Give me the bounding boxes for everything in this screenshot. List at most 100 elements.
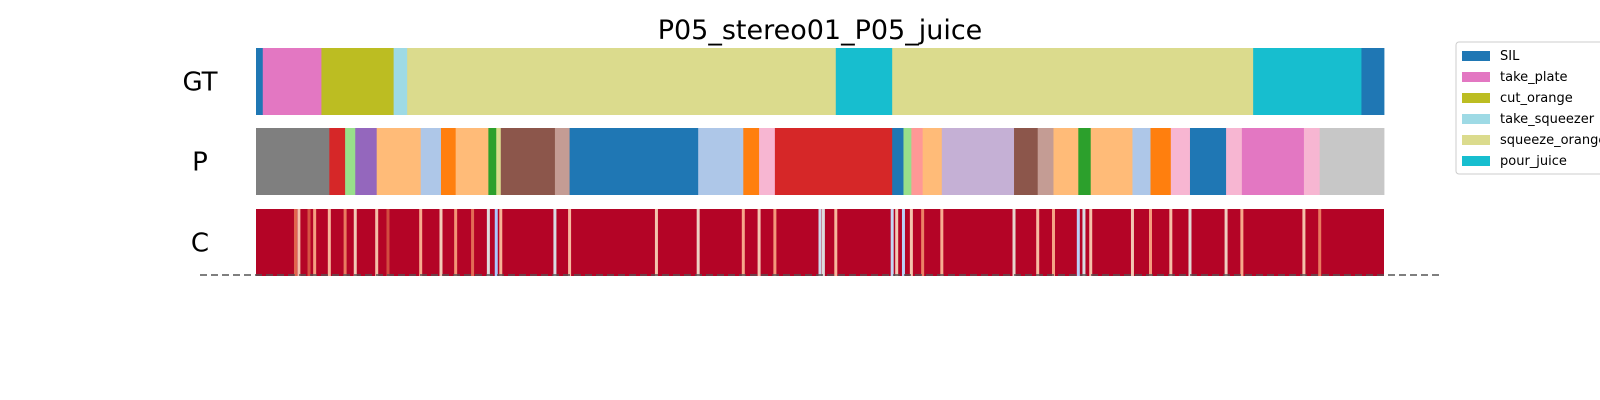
segment-gt-6 xyxy=(892,48,1254,115)
segment-p-32 xyxy=(1241,128,1305,195)
confidence-stripe-1 xyxy=(297,209,301,276)
confidence-stripe-15 xyxy=(499,209,503,276)
legend-entry-4: squeeze_orange xyxy=(1462,133,1600,148)
confidence-stripe-3 xyxy=(313,209,317,276)
confidence-stripe-9 xyxy=(419,209,423,276)
confidence-stripe-24 xyxy=(821,209,825,276)
confidence-stripe-10 xyxy=(439,209,443,276)
legend-swatch-3 xyxy=(1462,114,1490,124)
segment-p-1 xyxy=(329,128,346,195)
legend-entry-5: pour_juice xyxy=(1462,154,1567,169)
confidence-stripe-6 xyxy=(353,209,357,276)
confidence-stripe-2 xyxy=(307,209,311,276)
confidence-stripe-20 xyxy=(741,209,745,276)
segment-p-29 xyxy=(1170,128,1191,195)
confidence-stripe-19 xyxy=(696,209,700,276)
segment-p-3 xyxy=(355,128,378,195)
segment-p-4 xyxy=(376,128,422,195)
legend-swatch-4 xyxy=(1462,135,1490,145)
segment-p-5 xyxy=(420,128,442,195)
segment-p-31 xyxy=(1226,128,1243,195)
segment-p-22 xyxy=(1014,128,1039,195)
legend-swatch-2 xyxy=(1462,93,1490,103)
legend-swatch-1 xyxy=(1462,72,1490,82)
legend-entry-2: cut_orange xyxy=(1462,91,1573,106)
chart-title: P05_stereo01_P05_juice xyxy=(658,15,983,46)
segment-p-14 xyxy=(743,128,760,195)
confidence-stripe-44 xyxy=(1302,209,1306,276)
confidence-stripe-0 xyxy=(293,209,297,276)
confidence-stripe-14 xyxy=(494,209,498,276)
confidence-stripe-22 xyxy=(773,209,777,276)
confidence-stripe-36 xyxy=(1082,209,1086,276)
segment-gt-3 xyxy=(393,48,408,115)
legend-label-1: take_plate xyxy=(1500,70,1568,85)
legend: SIL take_plate cut_orange take_squeezersque… xyxy=(1455,41,1600,175)
segment-gt-5 xyxy=(835,48,893,115)
confidence-stripe-29 xyxy=(909,209,913,276)
segment-p-7 xyxy=(455,128,489,195)
confidence-stripe-30 xyxy=(921,209,925,276)
segment-gt-8 xyxy=(1361,48,1385,115)
legend-swatch-5 xyxy=(1462,156,1490,166)
legend-swatch-0 xyxy=(1462,51,1490,61)
segment-p-23 xyxy=(1037,128,1054,195)
confidence-stripe-18 xyxy=(654,209,658,276)
confidence-stripe-39 xyxy=(1149,209,1152,276)
confidence-stripe-28 xyxy=(901,209,905,276)
segment-p-25 xyxy=(1078,128,1092,195)
row-p: P xyxy=(192,128,1385,195)
confidence-stripe-27 xyxy=(895,209,899,276)
row-label-gt: GT xyxy=(182,68,217,98)
legend-label-3: take_squeezer xyxy=(1500,112,1595,127)
confidence-stripe-45 xyxy=(1318,209,1322,276)
confidence-stripe-26 xyxy=(890,209,894,276)
segment-p-9 xyxy=(496,128,502,195)
row-label-p: P xyxy=(192,148,208,178)
segment-p-19 xyxy=(911,128,924,195)
segment-gt-4 xyxy=(407,48,837,115)
confidence-stripe-40 xyxy=(1169,209,1173,276)
segment-p-0 xyxy=(256,128,330,195)
confidence-stripe-37 xyxy=(1089,209,1093,276)
confidence-stripe-4 xyxy=(327,209,331,276)
row-label-c: C xyxy=(191,229,209,259)
segment-p-8 xyxy=(488,128,497,195)
confidence-stripe-5 xyxy=(343,209,347,276)
legend-label-5: pour_juice xyxy=(1500,154,1567,169)
legend-label-4: squeeze_orange xyxy=(1500,133,1600,148)
confidence-stripe-41 xyxy=(1188,209,1192,276)
segment-gt-0 xyxy=(256,48,264,115)
confidence-stripe-8 xyxy=(386,209,390,276)
segment-p-20 xyxy=(922,128,943,195)
confidence-stripe-23 xyxy=(818,209,822,276)
segment-gt-7 xyxy=(1253,48,1362,115)
segment-gt-2 xyxy=(321,48,395,115)
segment-p-17 xyxy=(892,128,904,195)
confidence-stripe-25 xyxy=(834,209,838,276)
confidence-stripe-32 xyxy=(1012,209,1016,276)
segment-p-11 xyxy=(554,128,570,195)
legend-entry-3: take_squeezer xyxy=(1462,112,1595,127)
confidence-stripe-31 xyxy=(940,209,944,276)
confidence-stripe-21 xyxy=(757,209,761,276)
confidence-stripe-34 xyxy=(1052,209,1055,276)
segment-p-28 xyxy=(1150,128,1172,195)
segment-p-15 xyxy=(759,128,776,195)
segment-p-27 xyxy=(1132,128,1151,195)
segment-p-33 xyxy=(1303,128,1321,195)
segment-p-10 xyxy=(500,128,556,195)
confidence-stripe-33 xyxy=(1036,209,1040,276)
segment-p-24 xyxy=(1053,128,1079,195)
segment-p-13 xyxy=(698,128,744,195)
legend-label-2: cut_orange xyxy=(1500,91,1573,106)
segment-gt-1 xyxy=(262,48,322,115)
confidence-stripe-13 xyxy=(486,209,490,276)
segment-p-2 xyxy=(345,128,356,195)
segment-p-18 xyxy=(903,128,912,195)
confidence-stripe-35 xyxy=(1076,209,1080,276)
legend-entry-1: take_plate xyxy=(1462,70,1568,85)
confidence-stripe-17 xyxy=(568,209,572,276)
confidence-stripe-7 xyxy=(375,209,379,276)
